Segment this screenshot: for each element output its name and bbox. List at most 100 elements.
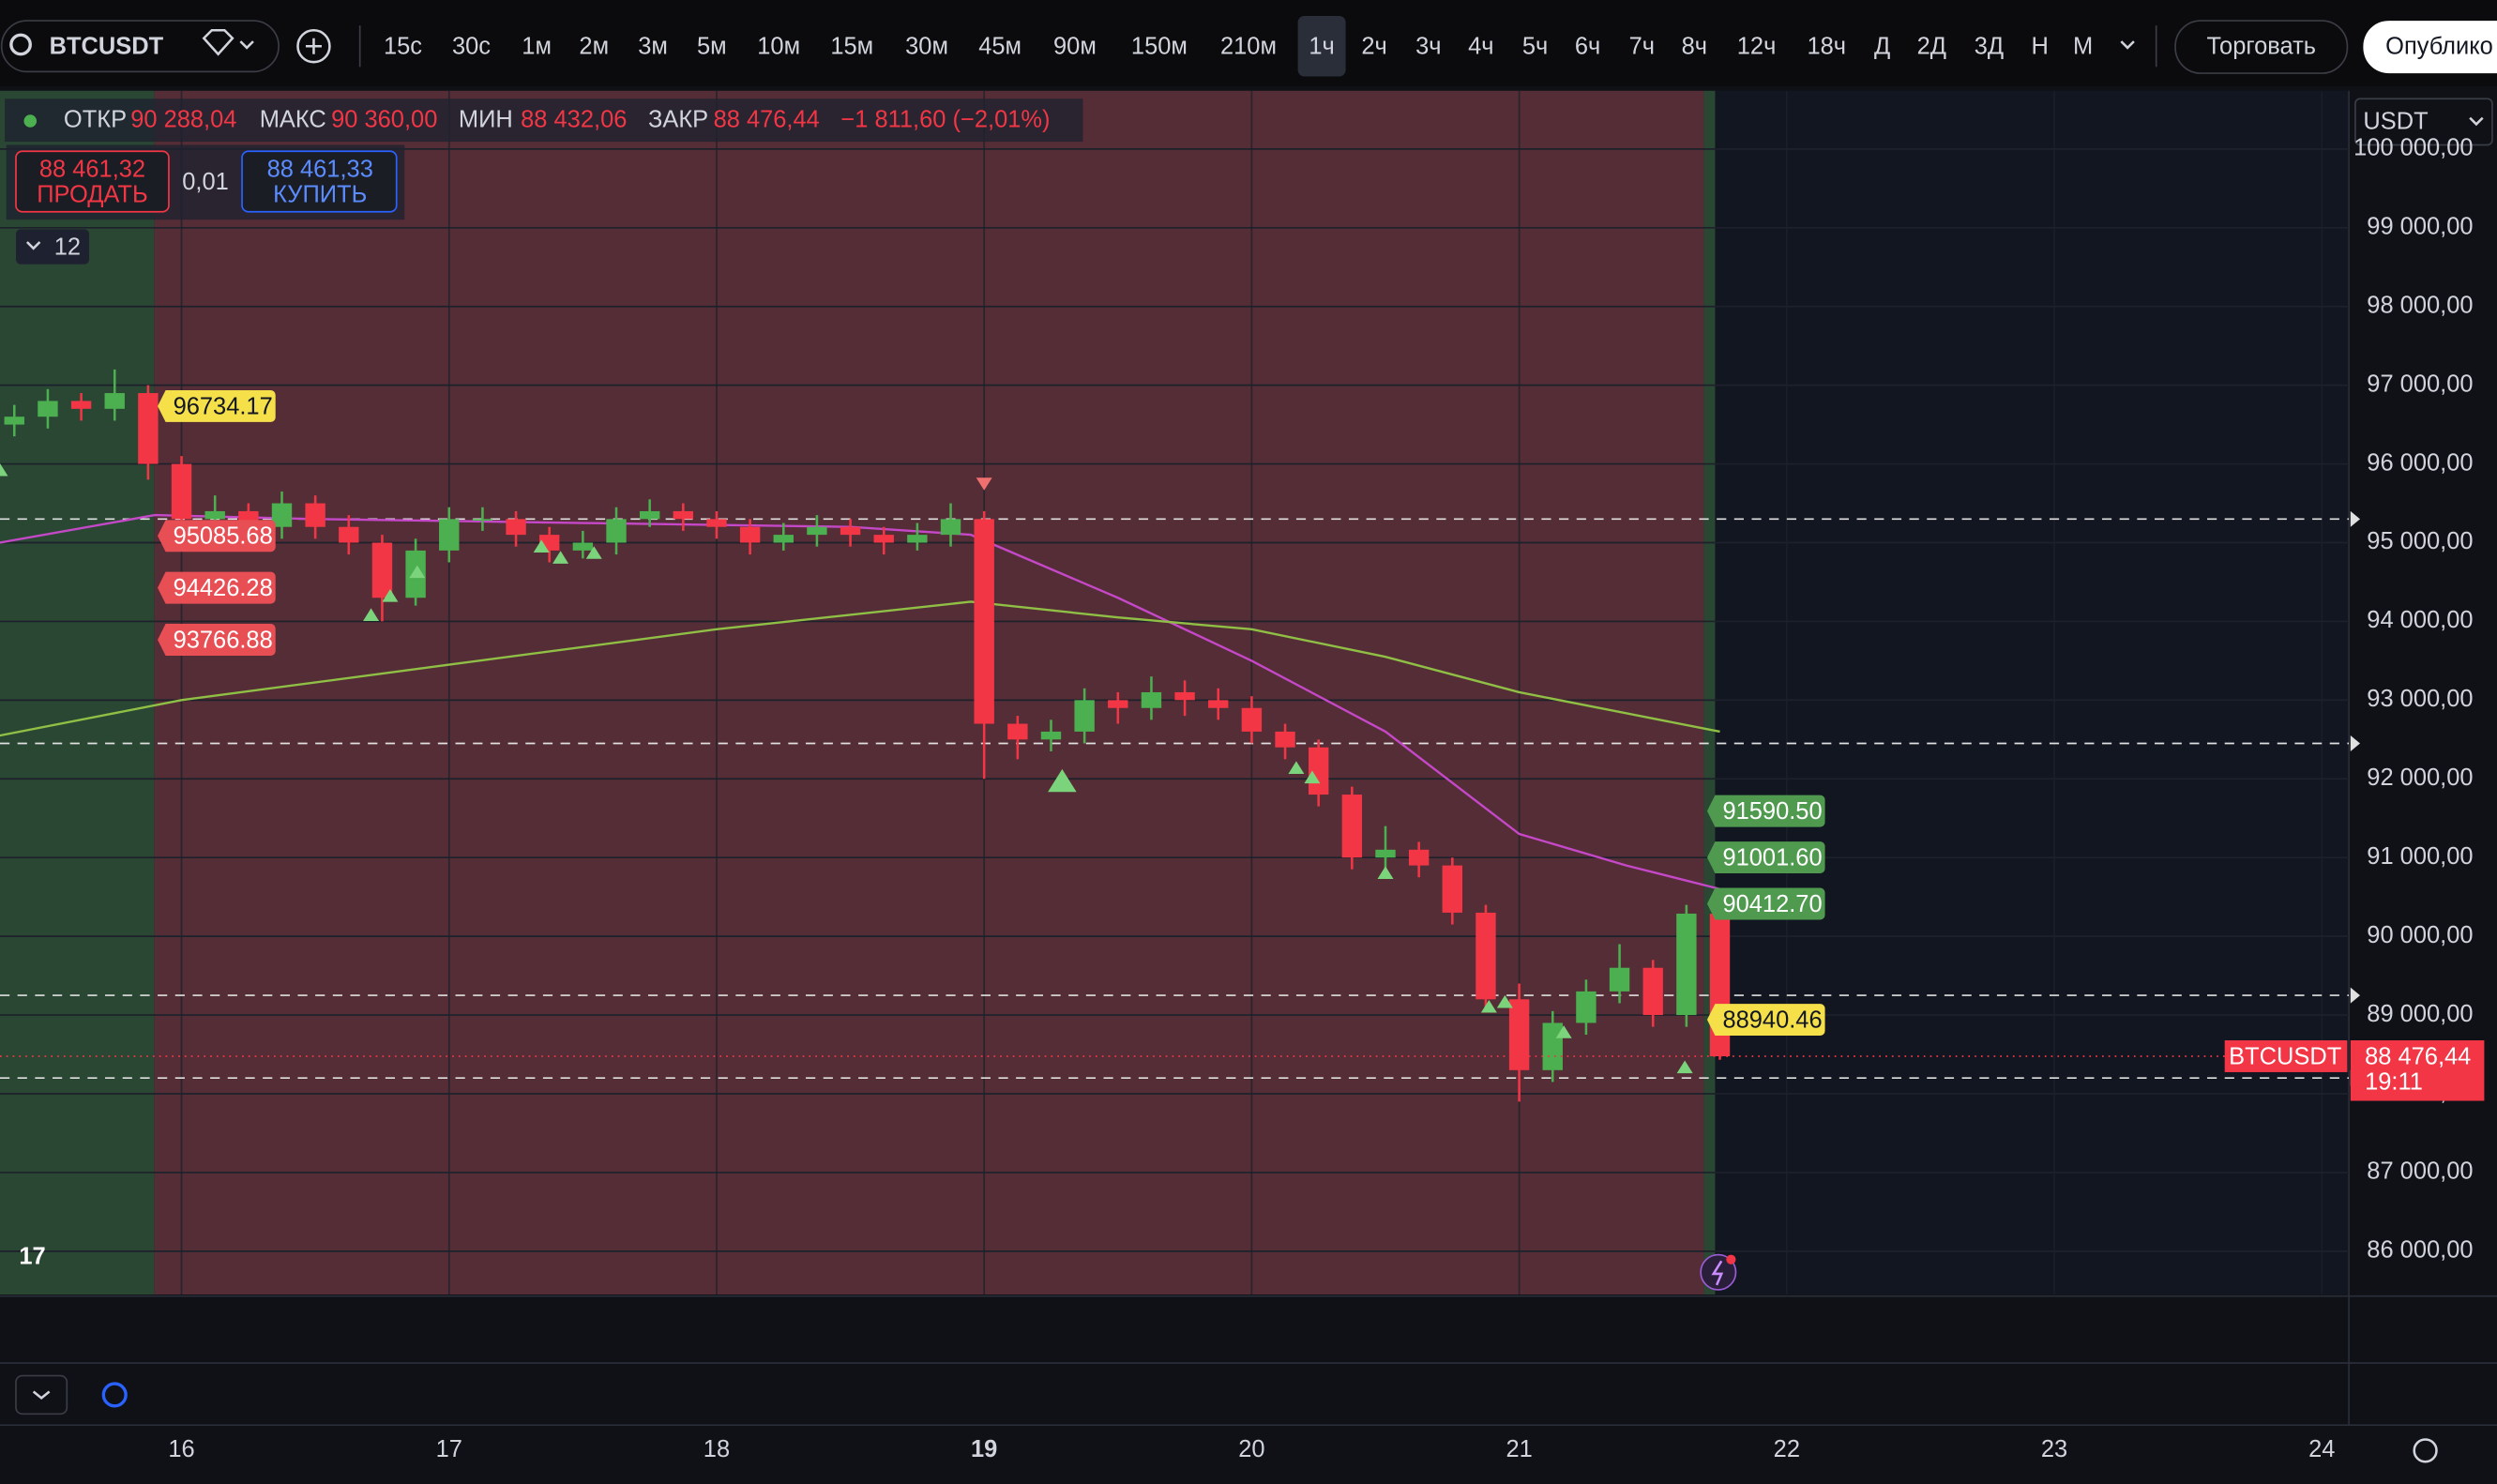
interval[interactable]: 45м — [978, 34, 1022, 60]
interval[interactable]: 30с — [452, 34, 491, 60]
price-label: 95085.68 — [174, 523, 273, 550]
y-tick-label: 97 000,00 — [2367, 371, 2473, 397]
candle-body — [506, 519, 526, 536]
zone-green — [1703, 90, 1716, 1295]
interval[interactable]: 3Д — [1975, 34, 2004, 60]
add-icon[interactable] — [296, 28, 331, 64]
buy-label[interactable]: КУПИТЬ — [273, 182, 367, 208]
publish-button[interactable] — [2363, 21, 2497, 74]
price-label: 91590.50 — [1722, 798, 1822, 825]
interval[interactable]: 3м — [638, 34, 668, 60]
interval[interactable]: М — [2073, 34, 2093, 60]
interval[interactable]: Н — [2032, 34, 2049, 60]
logo: 17 — [19, 1244, 45, 1270]
x-tick-label: 24 — [2308, 1436, 2335, 1462]
candle-body — [974, 519, 994, 724]
interval[interactable]: 15с — [384, 34, 422, 60]
interval[interactable]: 18ч — [1807, 34, 1846, 60]
price-tag-bg — [2350, 1040, 2485, 1101]
x-tick-label: 21 — [1506, 1436, 1532, 1462]
grid — [0, 90, 2350, 1295]
trade-button[interactable] — [2174, 20, 2349, 74]
candle-body — [204, 510, 225, 520]
add-icon[interactable] — [305, 38, 322, 54]
chevron[interactable] — [239, 40, 254, 50]
candle-body — [940, 519, 961, 536]
gem-icon[interactable] — [202, 28, 235, 56]
currency-select[interactable] — [2354, 98, 2493, 146]
refresh-icon[interactable] — [101, 1382, 128, 1408]
collapse-button[interactable] — [15, 1374, 68, 1416]
interval[interactable]: 2ч — [1361, 34, 1386, 60]
level-handle — [2350, 510, 2360, 527]
publish-button-label[interactable]: Опублико — [2385, 34, 2493, 60]
interval[interactable]: 1м — [522, 34, 552, 60]
candle-body — [1309, 747, 1329, 795]
interval[interactable]: 7ч — [1629, 34, 1655, 60]
symbol[interactable]: BTCUSDT — [50, 34, 164, 60]
x-tick-label: 16 — [168, 1436, 194, 1462]
legend-value: 88 476,44 — [714, 107, 820, 133]
interval[interactable]: Д — [1874, 34, 1890, 60]
chevron[interactable] — [32, 1390, 51, 1400]
zone-red — [154, 90, 1704, 1295]
symbol-box[interactable] — [0, 20, 280, 73]
interval[interactable]: 2м — [579, 34, 609, 60]
toolbar — [0, 0, 2497, 86]
sell-button[interactable] — [15, 150, 170, 213]
buy-price[interactable]: 88 461,33 — [267, 156, 373, 182]
alert-icon[interactable] — [1700, 1253, 1737, 1291]
price-label-bg — [158, 389, 276, 422]
candle-body — [4, 416, 24, 425]
interval[interactable]: 15м — [830, 34, 873, 60]
chevron[interactable] — [2469, 116, 2484, 127]
sell-price[interactable]: 88 461,32 — [39, 156, 145, 182]
interval[interactable]: 150м — [1131, 34, 1188, 60]
trade-button-label[interactable]: Торговать — [2206, 34, 2316, 60]
signal-marker — [585, 546, 602, 559]
interval[interactable]: 5м — [697, 34, 727, 60]
interval[interactable]: 10м — [757, 34, 800, 60]
sell-label[interactable]: ПРОДАТЬ — [37, 182, 147, 208]
candle-body — [1040, 731, 1062, 740]
more-intervals[interactable] — [2120, 40, 2135, 50]
y-tick-label: 96 000,00 — [2367, 449, 2473, 476]
indicators-toggle[interactable] — [15, 229, 90, 265]
x-tick-label: 22 — [1774, 1436, 1800, 1462]
candle-body — [1642, 967, 1663, 1016]
interval[interactable]: 8ч — [1682, 34, 1707, 60]
settings-icon[interactable] — [2413, 1438, 2438, 1463]
y-tick-label: 93 000,00 — [2367, 686, 2473, 712]
x-tick-label: 18 — [704, 1436, 730, 1462]
candle-body — [606, 519, 627, 543]
indicators-count[interactable]: 12 — [54, 235, 81, 261]
ui: BTCUSDT Торговать Опублико 88 461,32 ПРО… — [0, 15, 2497, 1463]
y-tick-label: 94 000,00 — [2367, 607, 2473, 633]
interval[interactable]: 3ч — [1415, 34, 1441, 60]
candle-body — [1241, 707, 1263, 732]
currency[interactable]: USDT — [2363, 108, 2428, 134]
interval[interactable]: 5ч — [1522, 34, 1548, 60]
interval[interactable]: 1ч — [1309, 34, 1334, 60]
interval-active[interactable] — [1297, 15, 1346, 77]
interval[interactable]: 4ч — [1468, 34, 1493, 60]
interval[interactable]: 12ч — [1737, 34, 1777, 60]
interval[interactable]: 210м — [1220, 34, 1277, 60]
candle-body — [472, 519, 493, 522]
candle-body — [1542, 1022, 1563, 1070]
interval[interactable]: 90м — [1053, 34, 1097, 60]
alert-icon[interactable] — [1711, 1260, 1724, 1286]
search-icon[interactable] — [9, 33, 32, 56]
chevron[interactable] — [25, 241, 41, 250]
candle-body — [807, 526, 827, 536]
y-tick-label: 95 000,00 — [2367, 528, 2473, 554]
interval[interactable]: 30м — [905, 34, 948, 60]
buy-button[interactable] — [241, 150, 398, 213]
candle-body — [1442, 865, 1463, 913]
y-tick-label: 92 000,00 — [2367, 765, 2473, 791]
interval[interactable]: 2Д — [1917, 34, 1946, 60]
interval[interactable]: 6ч — [1575, 34, 1600, 60]
